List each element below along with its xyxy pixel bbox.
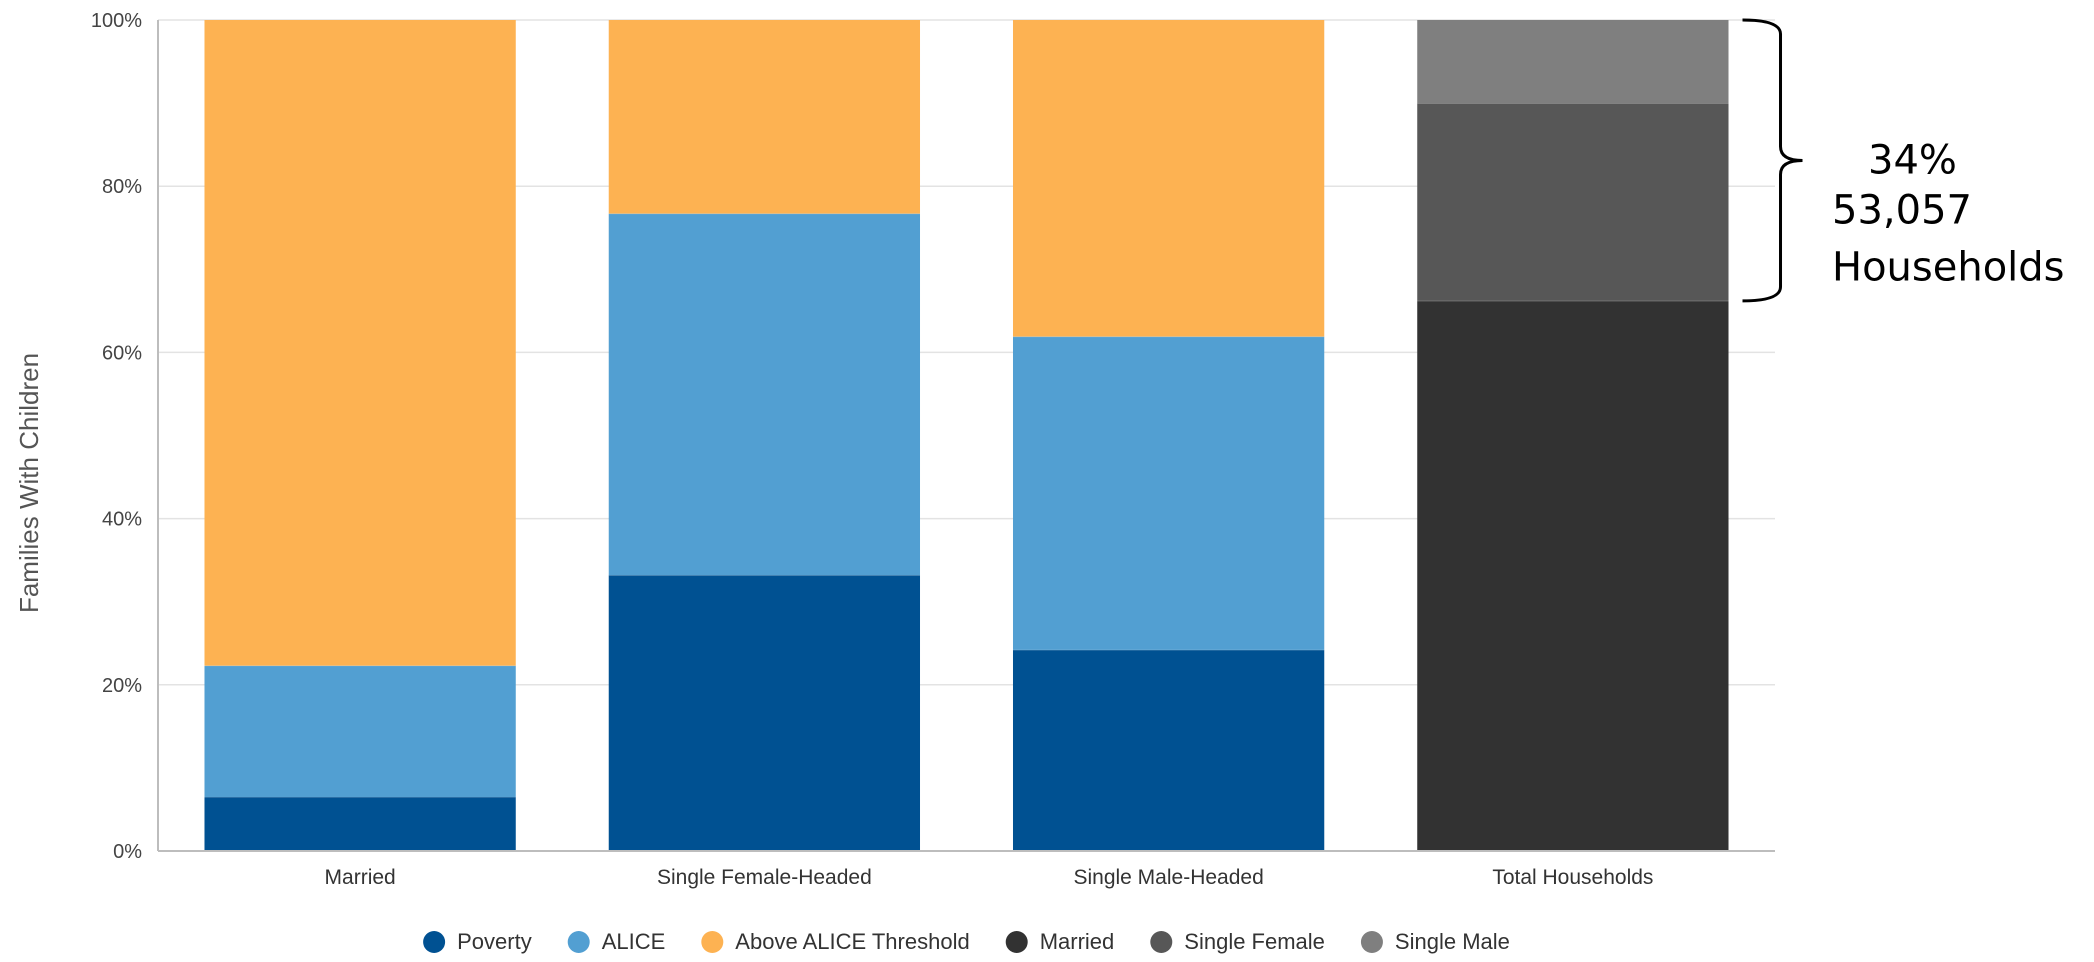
x-category-label: Married (325, 866, 396, 889)
legend-swatch (567, 931, 590, 953)
y-tick-label: 60% (102, 342, 142, 364)
legend-swatch (1005, 931, 1028, 953)
legend-swatch (1360, 931, 1383, 953)
x-category-label: Single Female-Headed (657, 866, 872, 889)
y-axis-label: Families With Children (14, 353, 44, 613)
x-category-label: Single Male-Headed (1073, 866, 1263, 889)
y-tick-label: 80% (102, 176, 142, 198)
bar-segment (1012, 20, 1325, 337)
y-tick-label: 20% (102, 675, 142, 697)
bar-segment (204, 796, 516, 851)
annotation-text: 34% (1868, 137, 1957, 183)
axes (157, 20, 1775, 852)
legend-swatch (1150, 931, 1173, 953)
x-category-labels: Married Single Female-Headed Single Male-H… (325, 866, 1654, 889)
bar-segment (1012, 336, 1325, 650)
y-tick-labels: 0% 20% 40% 60% 80% 100% (91, 10, 142, 863)
bar-segment (608, 213, 921, 576)
annotation-text: Households (1832, 244, 2065, 290)
legend-label: Single Female (1184, 929, 1325, 954)
legend-label: ALICE (602, 929, 666, 954)
bar-segment (1417, 20, 1729, 104)
legend-label: Poverty (457, 929, 532, 954)
bar-segment (1417, 300, 1729, 851)
curly-bracket (1742, 18, 1803, 303)
legend: Poverty ALICE Above ALICE Threshold Married… (423, 929, 1510, 954)
y-tick-label: 100% (91, 10, 142, 32)
bar-segment (204, 665, 516, 797)
bar-segment (608, 20, 921, 214)
legend-label: Above ALICE Threshold (735, 929, 969, 954)
bar-segment (1012, 649, 1325, 851)
bar-segment (1417, 103, 1729, 301)
bracket-annotation: 34%53,057 Households (1742, 18, 2065, 303)
legend-swatch (423, 931, 446, 953)
legend-label: Single Male (1395, 929, 1510, 954)
x-category-label: Total Households (1492, 866, 1653, 889)
legend-swatch (701, 931, 724, 953)
legend-label: Married (1040, 929, 1115, 954)
bar-segment (608, 575, 921, 851)
y-tick-label: 40% (102, 509, 142, 531)
bars (204, 20, 1729, 851)
y-tick-label: 0% (113, 841, 142, 863)
annotation-text: 53,057 (1832, 187, 1972, 233)
bar-segment (204, 20, 516, 666)
